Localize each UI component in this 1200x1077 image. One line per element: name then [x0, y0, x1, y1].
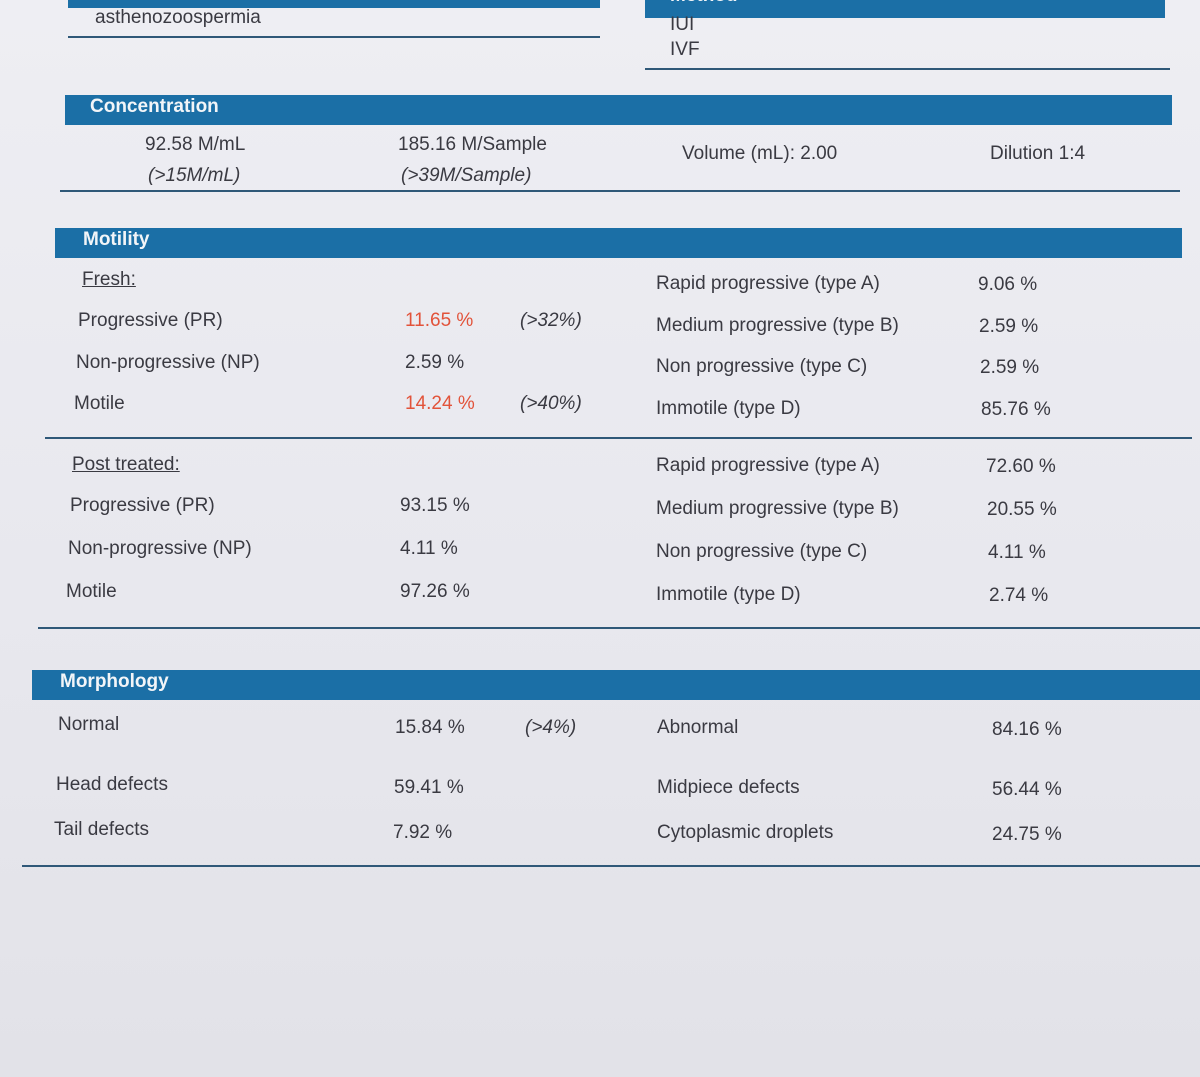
row-value: 93.15 %: [400, 495, 470, 516]
divider: [645, 68, 1170, 70]
row-name: Non-progressive (NP): [76, 351, 260, 373]
morphology-name: Midpiece defects: [657, 777, 800, 798]
morphology-name: Abnormal: [657, 717, 739, 738]
section-title: Method: [670, 0, 738, 7]
method-option: IVF: [670, 39, 700, 60]
type-value: 20.55 %: [987, 499, 1057, 520]
row-value: 14.24 %: [405, 393, 475, 414]
type-value: 2.59 %: [979, 315, 1039, 337]
morphology-reference: (>4%): [525, 717, 577, 738]
divider: [45, 437, 1192, 439]
concentration-value: 185.16 M/Sample: [398, 134, 547, 155]
diagnosis: asthenozoospermia: [95, 7, 261, 28]
section-bar: [645, 0, 1165, 18]
type-name: Non progressive (type C): [656, 541, 868, 562]
type-name: Non progressive (type C): [656, 356, 868, 377]
morphology-name: Head defects: [56, 774, 168, 795]
type-name: Rapid progressive (type A): [656, 455, 880, 476]
section-bar: [65, 95, 1172, 125]
row-name: Progressive (PR): [78, 310, 223, 331]
morphology-name: Normal: [58, 714, 120, 735]
type-value: 9.06 %: [978, 274, 1038, 295]
morphology-value: 84.16 %: [992, 719, 1062, 740]
row-value: 11.65 %: [405, 310, 474, 331]
type-name: Medium progressive (type B): [656, 498, 899, 519]
row-value: 97.26 %: [400, 581, 470, 602]
section-bar: [55, 228, 1182, 258]
morphology-value: 56.44 %: [992, 779, 1062, 800]
section-title: Concentration: [90, 96, 219, 117]
row-name: Progressive (PR): [70, 495, 215, 516]
section-title: Morphology: [60, 671, 169, 692]
group-label: Post treated:: [72, 454, 180, 475]
morphology-value: 24.75 %: [992, 824, 1062, 845]
type-name: Immotile (type D): [656, 584, 801, 605]
divider: [38, 627, 1200, 629]
divider: [68, 36, 600, 38]
type-value: 2.59 %: [980, 357, 1040, 378]
divider: [60, 190, 1180, 192]
concentration-reference: (>15M/mL): [148, 165, 241, 186]
row-reference: (>40%): [520, 393, 582, 414]
divider: [22, 865, 1200, 867]
morphology-name: Cytoplasmic droplets: [657, 822, 834, 843]
morphology-name: Tail defects: [54, 819, 150, 840]
type-value: 72.60 %: [986, 456, 1056, 477]
section-bar: [32, 670, 1200, 700]
row-name: Non-progressive (NP): [68, 538, 252, 559]
group-label: Fresh:: [82, 269, 136, 290]
morphology-value: 59.41 %: [394, 777, 464, 798]
type-value: 4.11 %: [988, 542, 1046, 563]
row-reference: (>32%): [520, 310, 582, 331]
concentration-reference: (>39M/Sample): [401, 165, 532, 186]
concentration-value: Volume (mL): 2.00: [682, 143, 838, 164]
morphology-value: 15.84 %: [395, 717, 465, 738]
type-name: Rapid progressive (type A): [656, 273, 880, 294]
section-title: Motility: [83, 229, 150, 250]
type-value: 85.76 %: [981, 398, 1051, 420]
section-bar: [68, 0, 600, 8]
row-value: 2.59 %: [405, 351, 465, 373]
row-name: Motile: [66, 581, 117, 602]
method-option: IUI: [670, 14, 695, 35]
morphology-value: 7.92 %: [393, 822, 453, 843]
type-name: Immotile (type D): [656, 397, 801, 419]
row-name: Motile: [74, 393, 125, 414]
concentration-value: 92.58 M/mL: [145, 134, 246, 155]
concentration-value: Dilution 1:4: [990, 143, 1086, 164]
type-value: 2.74 %: [989, 585, 1049, 606]
row-value: 4.11 %: [400, 538, 458, 559]
type-name: Medium progressive (type B): [656, 314, 899, 336]
